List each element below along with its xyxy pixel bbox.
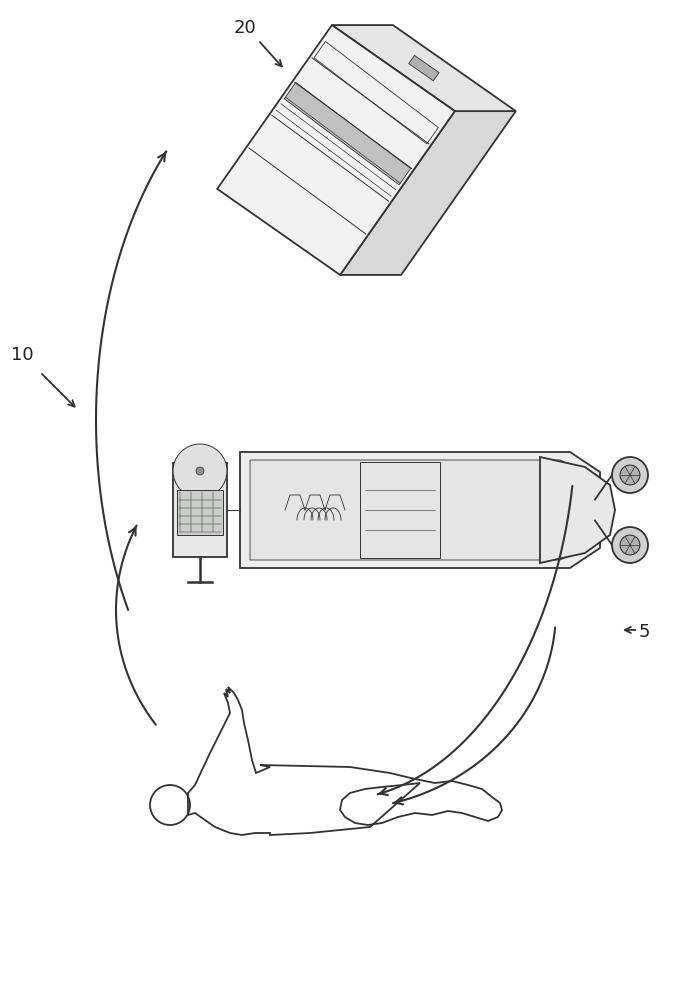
Circle shape (612, 527, 648, 563)
Polygon shape (217, 25, 455, 275)
Circle shape (620, 535, 640, 555)
Polygon shape (340, 111, 516, 275)
Circle shape (196, 467, 204, 475)
Circle shape (620, 465, 640, 485)
Circle shape (173, 444, 227, 498)
Polygon shape (540, 457, 615, 563)
Polygon shape (409, 55, 439, 81)
Text: 5: 5 (638, 623, 649, 641)
Polygon shape (332, 25, 516, 111)
Polygon shape (250, 460, 588, 560)
Text: 10: 10 (11, 346, 33, 364)
Polygon shape (240, 452, 600, 568)
Polygon shape (284, 82, 411, 185)
Text: 20: 20 (234, 19, 256, 37)
Polygon shape (173, 463, 227, 557)
Polygon shape (177, 490, 223, 535)
Circle shape (612, 457, 648, 493)
